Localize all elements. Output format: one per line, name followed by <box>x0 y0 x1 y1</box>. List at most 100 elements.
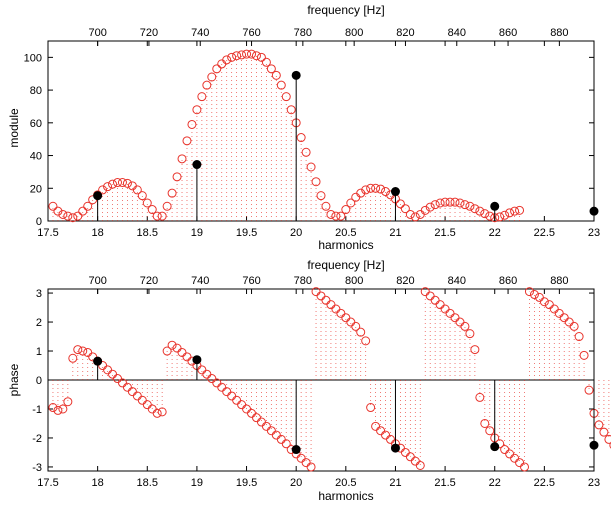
phase-x-tick-label: 19 <box>191 477 203 489</box>
phase-top-tick-label: 860 <box>499 275 517 287</box>
module-spectrum-point <box>500 210 510 220</box>
module-x-tick-label: 21 <box>389 227 401 239</box>
phase-spectrum-point <box>366 403 376 413</box>
module-spectrum-point <box>395 199 405 209</box>
module-top-tick-label: 820 <box>396 27 414 39</box>
phase-x-tick-label: 20.5 <box>335 477 356 489</box>
module-x-tick-label: 19.5 <box>236 227 257 239</box>
module-top-tick-label: 800 <box>345 27 363 39</box>
module-spectrum-point <box>147 205 157 215</box>
phase-spectrum-point <box>306 462 316 472</box>
module-top-tick-label: 860 <box>499 27 517 39</box>
module-spectrum-point <box>162 201 172 211</box>
phase-spectrum-point <box>361 336 371 346</box>
phase-spectrum-point <box>599 427 609 437</box>
module-spectrum-point <box>440 197 450 207</box>
module-spectrum-point <box>177 154 187 164</box>
module-harmonic-point <box>490 201 500 211</box>
module-spectrum-point <box>331 211 341 221</box>
phase-spectrum-point <box>470 345 480 355</box>
module-x-tick-label: 19 <box>191 227 203 239</box>
module-top-tick-label: 760 <box>242 27 260 39</box>
module-spectrum-point <box>137 191 147 201</box>
module-spectrum-point <box>316 191 326 201</box>
phase-spectrum-point <box>609 441 611 449</box>
phase-spectrum-point <box>415 460 425 470</box>
module-spectrum-point <box>251 51 261 61</box>
module-spectrum-point <box>405 209 415 219</box>
module-harmonic-point <box>390 187 400 197</box>
module-spectrum-point <box>381 187 391 197</box>
module-spectrum-point <box>400 204 410 214</box>
module-spectrum-point <box>371 183 381 193</box>
module-spectrum-point <box>425 202 435 212</box>
module-harmonic-point <box>589 206 599 216</box>
module-spectrum-point <box>117 178 127 188</box>
phase-spectrum-point <box>58 404 68 414</box>
module-harmonic-point <box>93 191 103 201</box>
phase-y-tick-label: -2 <box>32 433 42 445</box>
module-spectrum-point <box>356 188 366 198</box>
phase-panel: frequency [Hz] harmonics phase 17.5 18 18.… <box>7 258 611 503</box>
phase-y-axis-title: phase <box>7 363 21 396</box>
phase-spectrum-point <box>480 418 490 428</box>
module-spectrum-point <box>247 49 257 59</box>
module-spectrum-point <box>281 92 291 102</box>
module-spectrum-point <box>465 201 475 211</box>
module-spectrum-point <box>53 206 63 216</box>
phase-spectrum-point <box>162 346 172 356</box>
phase-spectrum-point <box>505 449 515 459</box>
module-spectrum-point <box>485 211 495 221</box>
module-spectrum-point <box>430 200 440 210</box>
phase-spectrum-point <box>465 329 475 339</box>
phase-spectrum-point <box>475 392 485 402</box>
module-x-tick-label: 21.5 <box>434 227 455 239</box>
module-spectrum-point <box>78 206 88 216</box>
module-spectrum-point <box>167 188 177 198</box>
phase-spectrum-point <box>574 332 584 342</box>
phase-top-tick-label: 720 <box>140 275 158 287</box>
module-spectrum-point <box>410 212 420 222</box>
module-spectrum-point <box>420 205 430 215</box>
module-spectrum-point <box>286 105 296 115</box>
phase-spectrum-point <box>53 405 63 415</box>
phase-y-tick-label: -1 <box>32 404 42 416</box>
module-spectrum-point <box>326 209 336 219</box>
module-spectrum-point <box>510 206 520 216</box>
module-spectrum-point <box>132 185 142 195</box>
module-spectrum-point <box>361 185 371 195</box>
module-spectrum-point <box>122 178 132 188</box>
module-top-tick-label: 780 <box>294 27 312 39</box>
phase-spectrum-point <box>281 439 291 449</box>
phase-x-tick-label: 22 <box>489 477 501 489</box>
module-spectrum-point <box>152 211 162 221</box>
phase-y-tick-label: 3 <box>36 288 42 300</box>
module-spectrum-point <box>58 209 68 219</box>
module-top-tick-label: 720 <box>140 27 158 39</box>
module-plot-frame <box>47 40 595 222</box>
module-spectrum-point <box>376 184 386 194</box>
module-x-tick-label: 18 <box>92 227 104 239</box>
module-spectrum-point <box>108 179 118 189</box>
module-spectrum-point <box>202 80 212 90</box>
module-spectrum-point <box>237 50 247 60</box>
module-spectrum-point <box>187 119 197 129</box>
phase-x-tick-label: 22.5 <box>534 477 555 489</box>
phase-x-tick-label: 23 <box>588 477 600 489</box>
phase-spectrum-point <box>460 321 470 331</box>
phase-spectrum-point <box>579 350 589 360</box>
module-top-axis-title: frequency [Hz] <box>307 3 384 17</box>
module-spectrum-point <box>306 162 316 172</box>
module-spectrum-point <box>515 205 525 215</box>
module-spectrum-point <box>321 201 331 211</box>
module-spectrum-point <box>261 57 271 67</box>
module-spectrum-point <box>271 70 281 80</box>
module-top-tick-label: 840 <box>448 27 466 39</box>
module-x-axis-title: harmonics <box>318 238 373 252</box>
phase-spectrum-point <box>63 397 73 407</box>
module-spectrum-point <box>68 213 78 223</box>
module-y-tick-label: 20 <box>30 183 42 195</box>
module-y-tick-label: 100 <box>24 52 42 64</box>
module-spectrum-point <box>112 178 122 188</box>
